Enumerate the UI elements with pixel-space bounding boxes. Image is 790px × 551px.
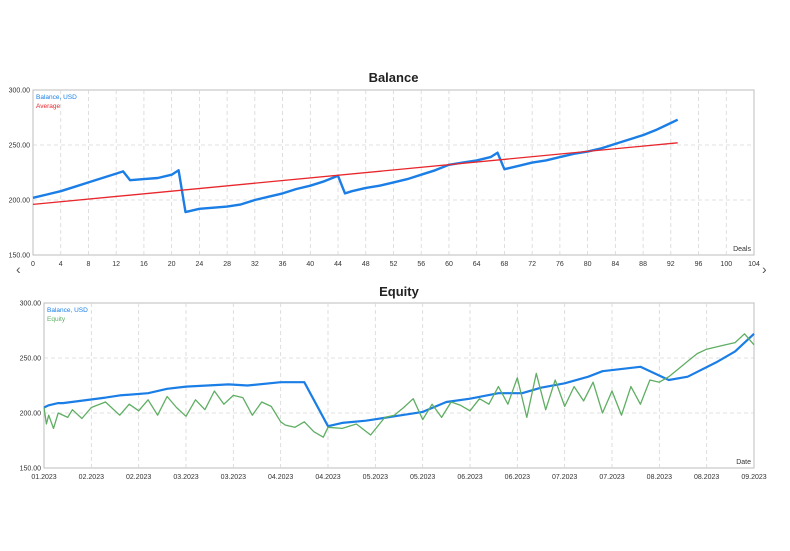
x-tick-label: 0 (31, 261, 35, 268)
x-axis-label: Deals (733, 246, 751, 253)
x-tick-label: 68 (501, 261, 509, 268)
x-tick-label: 96 (695, 261, 703, 268)
y-tick-label: 300.00 (9, 88, 31, 95)
x-tick-label: 03.2023 (173, 474, 198, 481)
plot-frame (43, 302, 755, 469)
x-tick-label: 28 (223, 261, 231, 268)
x-axis-label: Date (736, 459, 751, 466)
y-tick-label: 150.00 (20, 466, 42, 473)
x-tick-label: 20 (168, 261, 176, 268)
equity-series-equity (43, 333, 755, 438)
x-tick-label: 07.2023 (552, 474, 577, 481)
x-tick-label: 76 (556, 261, 564, 268)
y-tick-label: 250.00 (20, 356, 42, 363)
x-tick-label: 09.2023 (741, 474, 766, 481)
x-tick-label: 07.2023 (599, 474, 624, 481)
x-tick-label: 12 (112, 261, 120, 268)
x-tick-label: 88 (639, 261, 647, 268)
x-tick-label: 80 (584, 261, 592, 268)
y-tick-label: 200.00 (20, 411, 42, 418)
legend-entry: Equity (47, 316, 66, 323)
legend-entry: Balance, USD (47, 307, 88, 314)
x-tick-label: 06.2023 (457, 474, 482, 481)
chevron-left-icon[interactable]: ‹ (16, 261, 21, 277)
x-tick-label: 40 (306, 261, 314, 268)
y-tick-label: 150.00 (9, 253, 31, 260)
x-tick-label: 04.2023 (268, 474, 293, 481)
x-tick-label: 36 (279, 261, 287, 268)
x-tick-label: 4 (59, 261, 63, 268)
legend-entry: Balance, USD (36, 94, 77, 101)
chart-title: Equity (379, 284, 419, 299)
x-tick-label: 24 (195, 261, 203, 268)
chevron-right-icon[interactable]: › (762, 261, 767, 277)
equity-series-balance-usd (43, 332, 755, 428)
x-tick-label: 05.2023 (410, 474, 435, 481)
x-tick-label: 02.2023 (126, 474, 151, 481)
x-tick-label: 01.2023 (31, 474, 56, 481)
x-tick-label: 56 (417, 261, 425, 268)
x-tick-label: 03.2023 (221, 474, 246, 481)
chart-title: Balance (369, 70, 419, 85)
x-tick-label: 84 (611, 261, 619, 268)
x-tick-label: 60 (445, 261, 453, 268)
balance-series-average (32, 142, 678, 206)
x-tick-label: 48 (362, 261, 370, 268)
balance-series-balance-usd (32, 118, 679, 214)
x-tick-label: 8 (87, 261, 91, 268)
x-tick-label: 64 (473, 261, 481, 268)
x-tick-label: 32 (251, 261, 259, 268)
y-tick-label: 200.00 (9, 198, 31, 205)
x-tick-label: 100 (720, 261, 732, 268)
x-tick-label: 44 (334, 261, 342, 268)
legend-entry: Average (36, 103, 60, 110)
x-tick-label: 02.2023 (79, 474, 104, 481)
x-tick-label: 72 (528, 261, 536, 268)
x-tick-label: 92 (667, 261, 675, 268)
y-tick-label: 250.00 (9, 143, 31, 150)
y-tick-label: 300.00 (20, 301, 42, 308)
x-tick-label: 08.2023 (647, 474, 672, 481)
x-tick-label: 104 (748, 261, 760, 268)
equity-chart: Equity 01.2023 02.2023 02.2023 03.2023 03.202… (20, 284, 767, 481)
x-tick-label: 08.2023 (694, 474, 719, 481)
x-tick-label: 06.2023 (505, 474, 530, 481)
plot-frame (32, 89, 755, 256)
x-tick-label: 04.2023 (315, 474, 340, 481)
x-tick-label: 16 (140, 261, 148, 268)
x-tick-label: 52 (390, 261, 398, 268)
x-tick-label: 05.2023 (363, 474, 388, 481)
